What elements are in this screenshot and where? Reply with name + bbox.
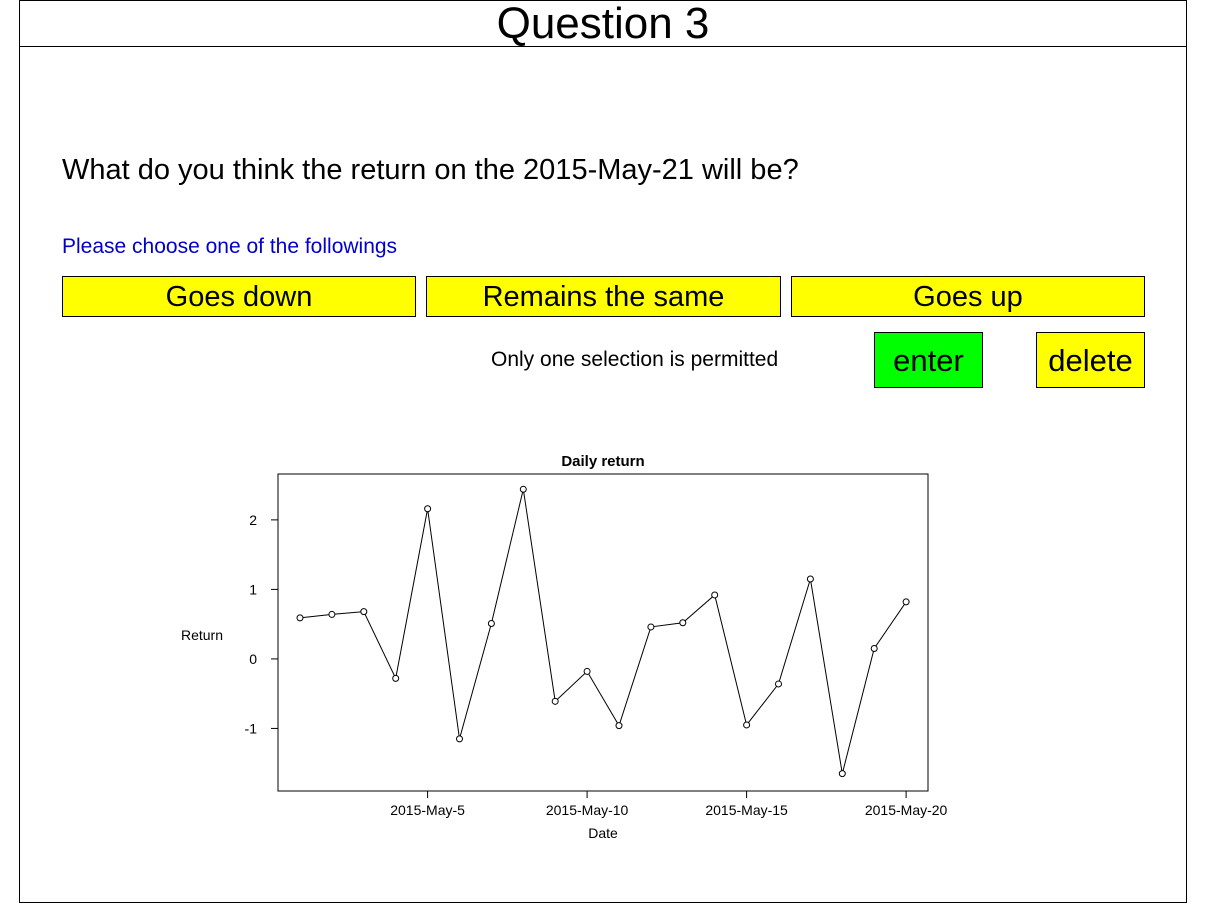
data-point [296,614,304,622]
delete-button[interactable]: delete [1036,332,1145,388]
x-tick-label: 2015-May-20 [865,802,948,818]
data-point [647,623,655,631]
data-point [519,485,527,493]
data-point [551,697,559,705]
data-point [328,610,336,618]
x-axis-label: Date [588,825,618,841]
data-point [902,598,910,606]
data-point [456,735,463,743]
remains-same-button[interactable]: Remains the same [426,276,781,317]
page-frame [19,0,1187,903]
question-text: What do you think the return on the 2015… [62,154,799,186]
data-point [360,608,368,616]
data-point [838,770,846,778]
x-tick-label: 2015-May-10 [546,802,629,818]
data-point [487,619,495,627]
plot-area [277,473,929,792]
data-point [711,591,719,599]
data-point [583,667,591,675]
data-point [615,722,623,730]
data-point [775,680,782,688]
y-tick-label: 2 [249,512,257,528]
y-tick-label: 1 [249,581,257,597]
selection-note: Only one selection is permitted [491,348,779,371]
data-point [392,674,400,682]
y-tick-label: 0 [249,651,257,667]
chart-title: Daily return [561,453,644,470]
x-tick-label: 2015-May-5 [390,802,465,818]
y-tick-label: -1 [245,720,258,736]
page-title: Question 3 [496,0,710,48]
title-bar: Question 3 [19,0,1187,48]
data-point [806,575,814,583]
y-axis-label: Return [181,627,223,643]
instruction-text: Please choose one of the followings [62,235,398,258]
data-point [743,721,751,729]
data-point [870,644,878,652]
enter-button[interactable]: enter [874,332,983,388]
data-point [424,505,432,513]
x-tick-label: 2015-May-15 [705,802,788,818]
series-line [299,489,907,774]
data-point [679,619,687,627]
goes-down-button[interactable]: Goes down [62,276,416,317]
goes-up-button[interactable]: Goes up [791,276,1145,317]
